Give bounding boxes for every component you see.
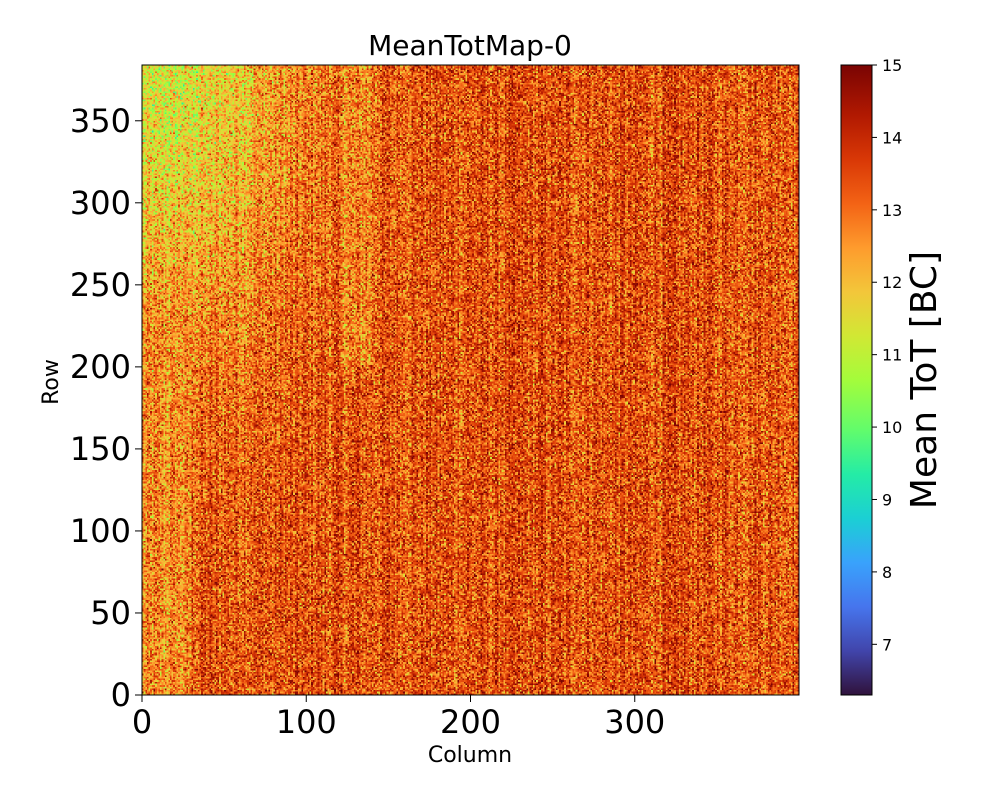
colorbar-axis: 7 8 9 10 11 12 13 14 15 [872, 56, 902, 654]
colorbar-label: Mean ToT [BC] [904, 251, 945, 509]
x-axis-label: Column [428, 743, 512, 768]
colorbar-tick-label: 8 [882, 563, 892, 582]
colorbar-tick-label: 10 [882, 418, 902, 437]
x-tick-label: 100 [276, 703, 337, 741]
y-axis: 0 50 100 150 200 250 300 350 [70, 102, 142, 714]
colorbar-tick-label: 13 [882, 201, 902, 220]
x-axis: 0 100 200 300 [132, 695, 665, 741]
x-tick-label: 300 [604, 703, 665, 741]
x-tick-label: 200 [440, 703, 501, 741]
y-tick-label: 50 [90, 594, 131, 632]
y-tick-label: 300 [70, 184, 131, 222]
y-tick-label: 250 [70, 266, 131, 304]
y-tick-label: 0 [111, 676, 131, 714]
y-tick-label: 150 [70, 430, 131, 468]
y-tick-label: 350 [70, 102, 131, 140]
heatmap-area [142, 65, 799, 695]
colorbar-tick-label: 14 [882, 128, 902, 147]
colorbar-tick-label: 7 [882, 635, 892, 654]
heatmap-canvas [142, 65, 799, 695]
colorbar [841, 65, 872, 695]
colorbar-tick-label: 9 [882, 490, 892, 509]
colorbar-tick-label: 15 [882, 56, 902, 75]
y-tick-label: 200 [70, 348, 131, 386]
y-tick-label: 100 [70, 512, 131, 550]
y-axis-label: Row [39, 359, 64, 405]
colorbar-frame [840, 64, 873, 696]
chart-title: MeanTotMap-0 [368, 29, 572, 62]
colorbar-tick-label: 11 [882, 346, 902, 365]
colorbar-tick-label: 12 [882, 273, 902, 292]
x-tick-label: 0 [132, 703, 152, 741]
